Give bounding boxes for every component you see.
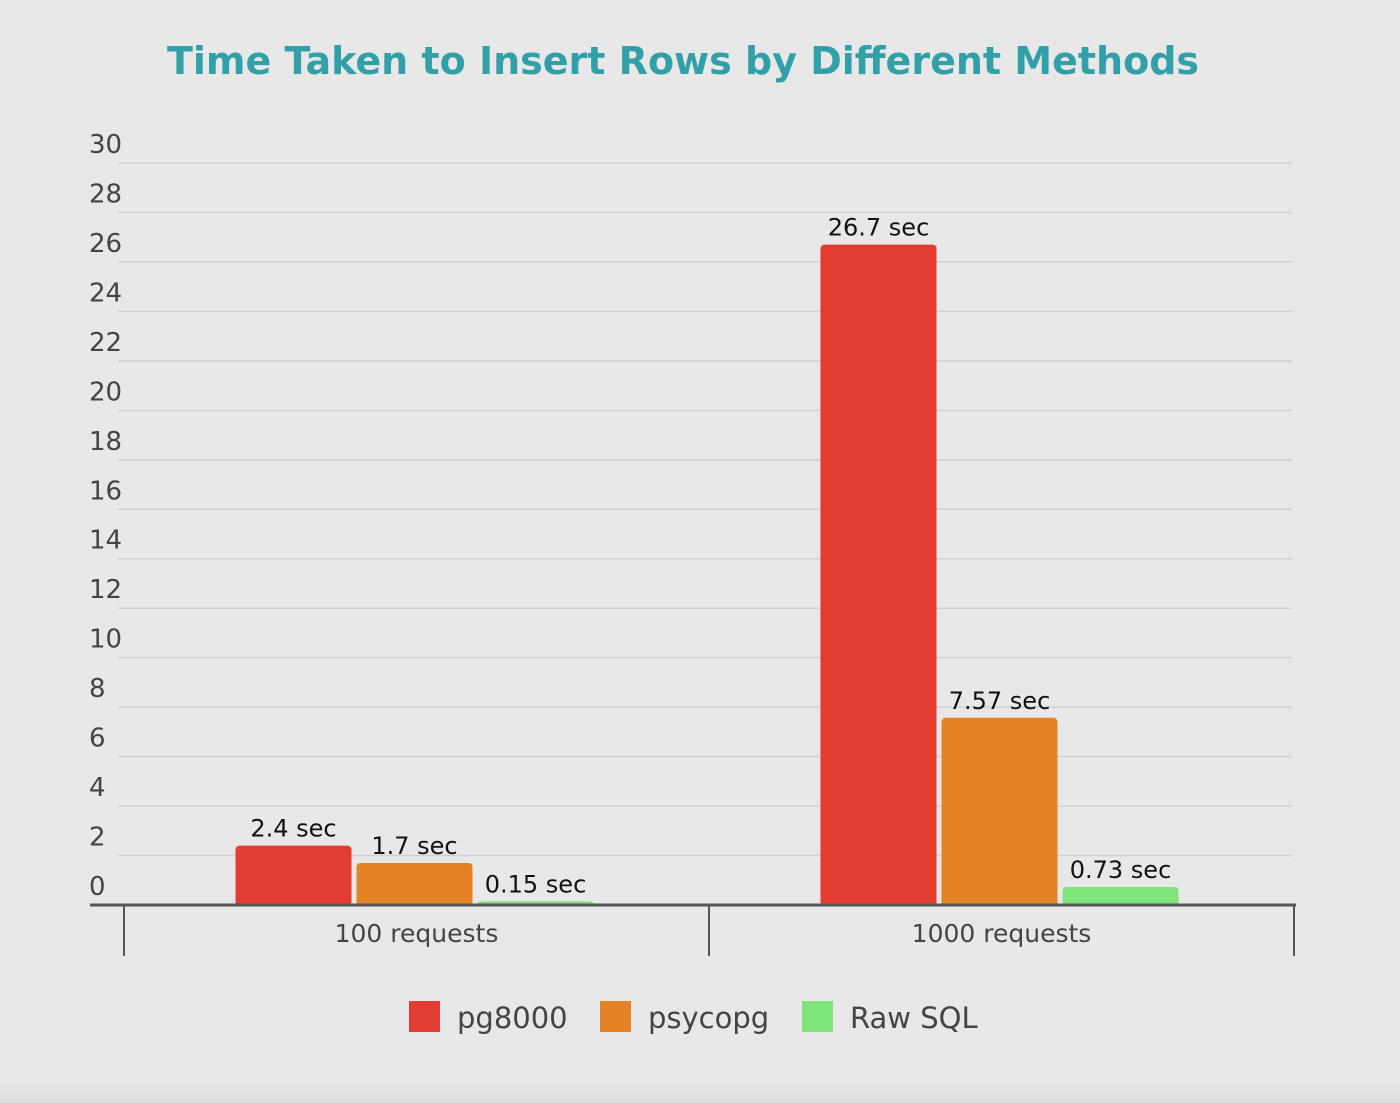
x-axis: 100 requests 1000 requests <box>90 903 1296 956</box>
bar-value-label: 0.15 sec <box>485 870 587 898</box>
y-tick-label: 28 <box>89 179 122 209</box>
y-tick-label: 18 <box>89 427 122 457</box>
bar <box>1062 886 1179 906</box>
y-tick-label: 26 <box>89 229 122 259</box>
y-tick-label: 30 <box>89 130 122 160</box>
legend-label: pg8000 <box>457 1001 568 1035</box>
bar-value-label: 7.57 sec <box>949 687 1051 715</box>
y-tick-label: 22 <box>89 328 122 358</box>
grid-lines <box>118 162 1292 857</box>
y-tick-label: 4 <box>89 773 106 803</box>
bars <box>235 244 1179 906</box>
y-tick-label: 0 <box>89 872 106 902</box>
data-labels: 2.4 sec 1.7 sec 0.15 sec 26.7 sec 7.57 sec 0.… <box>250 214 1171 899</box>
bar-value-label: 2.4 sec <box>250 815 336 843</box>
y-tick-label: 20 <box>89 377 122 407</box>
bar-value-label: 26.7 sec <box>828 214 930 242</box>
bar <box>820 244 937 906</box>
x-tick-label: 100 requests <box>335 919 499 948</box>
bar-value-label: 1.7 sec <box>371 832 457 860</box>
legend-swatch <box>802 1001 833 1032</box>
x-tick-label: 1000 requests <box>912 919 1092 948</box>
y-tick-label: 2 <box>89 823 106 853</box>
y-tick-label: 12 <box>89 575 122 605</box>
y-tick-label: 24 <box>89 278 122 308</box>
y-tick-label: 6 <box>89 724 106 754</box>
bar <box>941 717 1058 906</box>
legend-label: Raw SQL <box>850 1001 978 1035</box>
chart-title: Time Taken to Insert Rows by Different M… <box>167 39 1199 83</box>
bar <box>356 862 473 906</box>
y-tick-label: 8 <box>89 674 106 704</box>
bar-value-label: 0.73 sec <box>1070 856 1172 884</box>
bar <box>235 845 352 906</box>
bottom-band <box>0 1078 1400 1103</box>
legend-swatch <box>409 1001 440 1032</box>
y-tick-label: 16 <box>89 476 122 506</box>
legend-swatch <box>600 1001 631 1032</box>
y-tick-label: 10 <box>89 625 122 655</box>
y-tick-label: 14 <box>89 526 122 556</box>
legend-label: psycopg <box>648 1001 769 1035</box>
legend: pg8000 psycopg Raw SQL <box>409 1001 978 1035</box>
